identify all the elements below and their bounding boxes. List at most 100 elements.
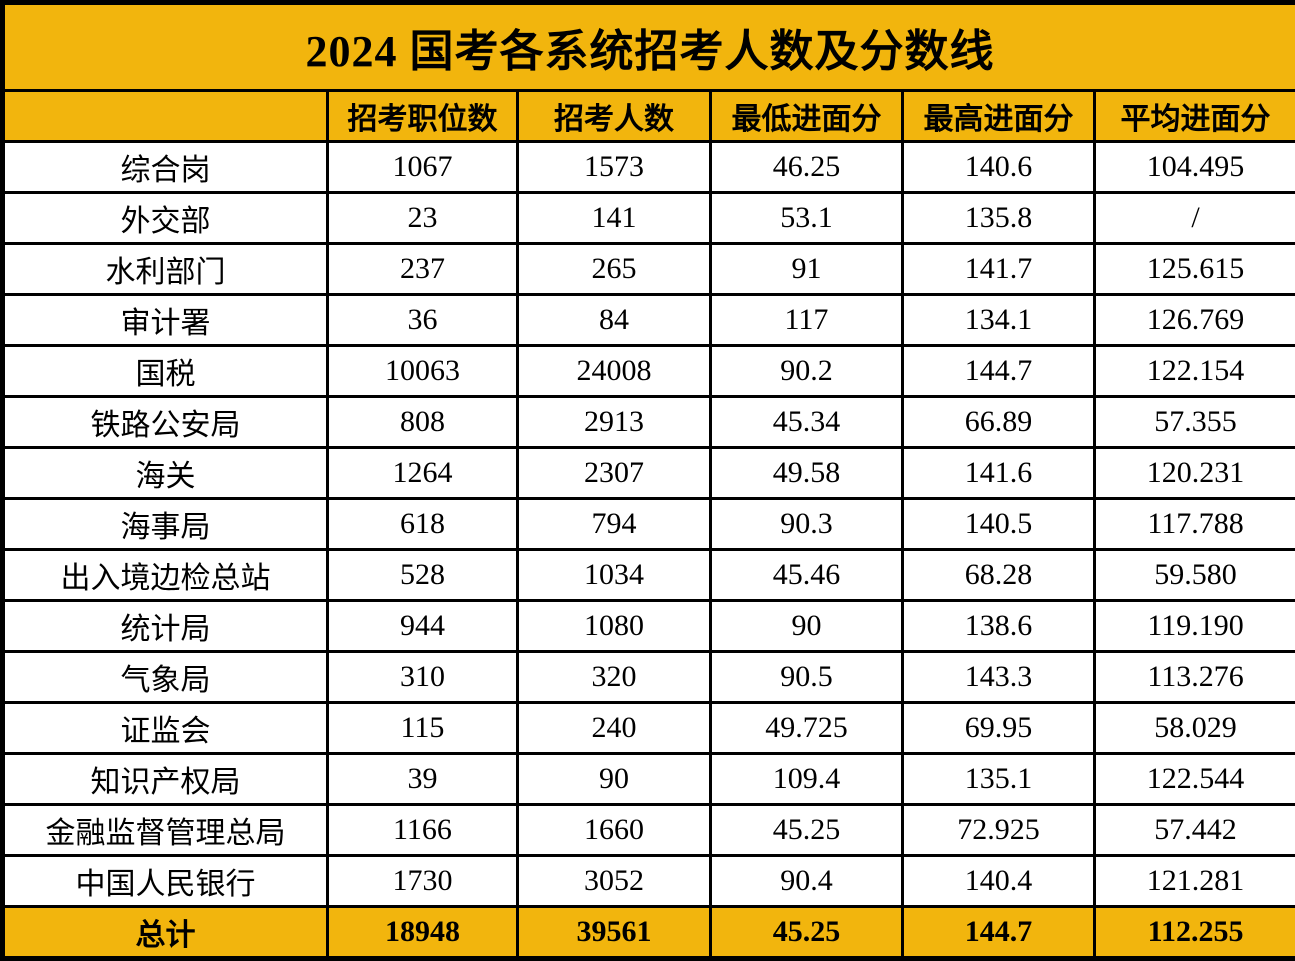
cell-value: 58.029 bbox=[1095, 703, 1295, 754]
cell-value: 135.8 bbox=[903, 193, 1095, 244]
cell-value: 122.154 bbox=[1095, 346, 1295, 397]
cell-value: 109.4 bbox=[711, 754, 903, 805]
column-header-blank bbox=[3, 91, 328, 142]
cell-value: 141.7 bbox=[903, 244, 1095, 295]
cell-value: 944 bbox=[328, 601, 518, 652]
cell-value: 141 bbox=[518, 193, 711, 244]
cell-value: 143.3 bbox=[903, 652, 1095, 703]
cell-value: 120.231 bbox=[1095, 448, 1295, 499]
cell-value: 72.925 bbox=[903, 805, 1095, 856]
cell-value: 121.281 bbox=[1095, 856, 1295, 907]
cell-value: 49.58 bbox=[711, 448, 903, 499]
column-header-posts: 招考职位数 bbox=[328, 91, 518, 142]
cell-value: 1080 bbox=[518, 601, 711, 652]
row-label: 国税 bbox=[3, 346, 328, 397]
cell-value: 1166 bbox=[328, 805, 518, 856]
cell-value: 46.25 bbox=[711, 142, 903, 193]
cell-value: 126.769 bbox=[1095, 295, 1295, 346]
cell-value: 117 bbox=[711, 295, 903, 346]
cell-value: 90 bbox=[711, 601, 903, 652]
cell-value: 138.6 bbox=[903, 601, 1095, 652]
column-header-avg-score: 平均进面分 bbox=[1095, 91, 1295, 142]
cell-value: 125.615 bbox=[1095, 244, 1295, 295]
cell-value: 808 bbox=[328, 397, 518, 448]
cell-value: 320 bbox=[518, 652, 711, 703]
cell-value: 90.2 bbox=[711, 346, 903, 397]
row-label: 审计署 bbox=[3, 295, 328, 346]
cell-value: 10063 bbox=[328, 346, 518, 397]
cell-value: 1573 bbox=[518, 142, 711, 193]
cell-value: 119.190 bbox=[1095, 601, 1295, 652]
cell-value: 90.5 bbox=[711, 652, 903, 703]
column-header-max-score: 最高进面分 bbox=[903, 91, 1095, 142]
cell-value: 45.34 bbox=[711, 397, 903, 448]
cell-value: 144.7 bbox=[903, 346, 1095, 397]
column-header-row: 招考职位数 招考人数 最低进面分 最高进面分 平均进面分 bbox=[3, 91, 1295, 142]
cell-value: 18948 bbox=[328, 907, 518, 959]
row-label: 海关 bbox=[3, 448, 328, 499]
cell-value: 45.25 bbox=[711, 805, 903, 856]
row-label: 总计 bbox=[3, 907, 328, 959]
cell-value: 1264 bbox=[328, 448, 518, 499]
cell-value: 3052 bbox=[518, 856, 711, 907]
cell-value: 115 bbox=[328, 703, 518, 754]
cell-value: 237 bbox=[328, 244, 518, 295]
cell-value: 45.46 bbox=[711, 550, 903, 601]
cell-value: 49.725 bbox=[711, 703, 903, 754]
cell-value: 24008 bbox=[518, 346, 711, 397]
cell-value: 66.89 bbox=[903, 397, 1095, 448]
cell-value: / bbox=[1095, 193, 1295, 244]
cell-value: 122.544 bbox=[1095, 754, 1295, 805]
cell-value: 528 bbox=[328, 550, 518, 601]
cell-value: 39561 bbox=[518, 907, 711, 959]
row-label: 金融监督管理总局 bbox=[3, 805, 328, 856]
cell-value: 39 bbox=[328, 754, 518, 805]
cell-value: 112.255 bbox=[1095, 907, 1295, 959]
cell-value: 134.1 bbox=[903, 295, 1095, 346]
row-label: 铁路公安局 bbox=[3, 397, 328, 448]
title-row: 2024 国考各系统招考人数及分数线 bbox=[3, 3, 1295, 91]
cell-value: 69.95 bbox=[903, 703, 1095, 754]
cell-value: 90.4 bbox=[711, 856, 903, 907]
cell-value: 140.5 bbox=[903, 499, 1095, 550]
cell-value: 1034 bbox=[518, 550, 711, 601]
row-label: 外交部 bbox=[3, 193, 328, 244]
cell-value: 45.25 bbox=[711, 907, 903, 959]
cell-value: 53.1 bbox=[711, 193, 903, 244]
cell-value: 68.28 bbox=[903, 550, 1095, 601]
cell-value: 113.276 bbox=[1095, 652, 1295, 703]
cell-value: 57.355 bbox=[1095, 397, 1295, 448]
cell-value: 2307 bbox=[518, 448, 711, 499]
cell-value: 36 bbox=[328, 295, 518, 346]
table-title: 2024 国考各系统招考人数及分数线 bbox=[3, 3, 1295, 91]
cell-value: 57.442 bbox=[1095, 805, 1295, 856]
cell-value: 618 bbox=[328, 499, 518, 550]
cell-value: 104.495 bbox=[1095, 142, 1295, 193]
row-label: 气象局 bbox=[3, 652, 328, 703]
row-label: 知识产权局 bbox=[3, 754, 328, 805]
cell-value: 1730 bbox=[328, 856, 518, 907]
cell-value: 1660 bbox=[518, 805, 711, 856]
cell-value: 84 bbox=[518, 295, 711, 346]
row-label: 统计局 bbox=[3, 601, 328, 652]
column-header-headcount: 招考人数 bbox=[518, 91, 711, 142]
cell-value: 140.6 bbox=[903, 142, 1095, 193]
row-label: 中国人民银行 bbox=[3, 856, 328, 907]
